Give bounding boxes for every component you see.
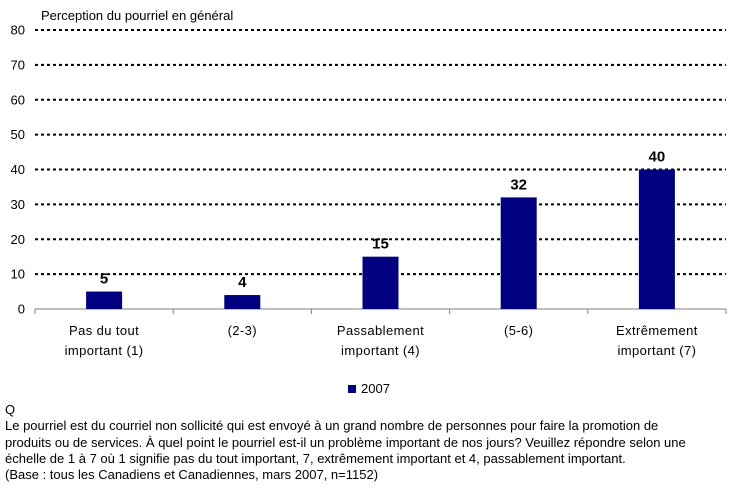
y-tick-label: 30 [11,197,25,212]
data-label: 32 [510,176,527,193]
bars [86,169,675,309]
data-label: 5 [100,271,108,288]
data-label: 4 [238,274,247,291]
question-line: Le pourriel est du courriel non sollicit… [5,418,659,434]
x-category-label: (2-3) [228,323,257,338]
bar [362,256,399,309]
y-tick-label: 20 [11,232,25,247]
x-category-label: (5-6) [504,323,533,338]
bar [638,169,675,309]
base-note: (Base : tous les Canadiens et Canadienne… [5,467,379,483]
bar [86,291,123,309]
legend-swatch [348,385,356,393]
legend-label: 2007 [361,381,390,396]
y-tick-label: 40 [11,162,25,177]
bar [224,295,261,309]
gridlines [35,29,726,276]
chart-title: Perception du pourriel en général [41,8,233,23]
question-line: produits ou de services. À quel point le… [5,434,686,450]
question-line: échelle de 1 à 7 où 1 signifie pas du to… [5,450,626,466]
data-label: 15 [372,236,389,253]
axes: 0 10 20 30 40 50 60 70 80 Pas du tout important (1… [11,23,727,358]
question-block: Q Le pourriel est du courriel non sollic… [5,402,727,483]
legend: 2007 [348,381,390,396]
x-category-label: Extrêmement [616,323,698,338]
y-tick-label: 10 [11,267,25,282]
question-label: Q [5,402,16,417]
data-label: 40 [649,149,666,166]
x-category-label: Pas du tout [69,323,139,338]
x-category-label: important (7) [617,343,696,358]
x-category-label: Passablement [337,323,424,338]
y-tick-label: 70 [11,57,25,72]
y-tick-label: 80 [11,23,25,38]
y-tick-label: 50 [11,127,25,142]
x-category-label: important (4) [341,343,420,358]
data-labels: 5 4 15 32 40 [100,149,665,292]
bar [500,197,537,309]
y-tick-label: 0 [18,302,25,317]
x-category-label: important (1) [65,343,144,358]
y-tick-label: 60 [11,92,25,107]
